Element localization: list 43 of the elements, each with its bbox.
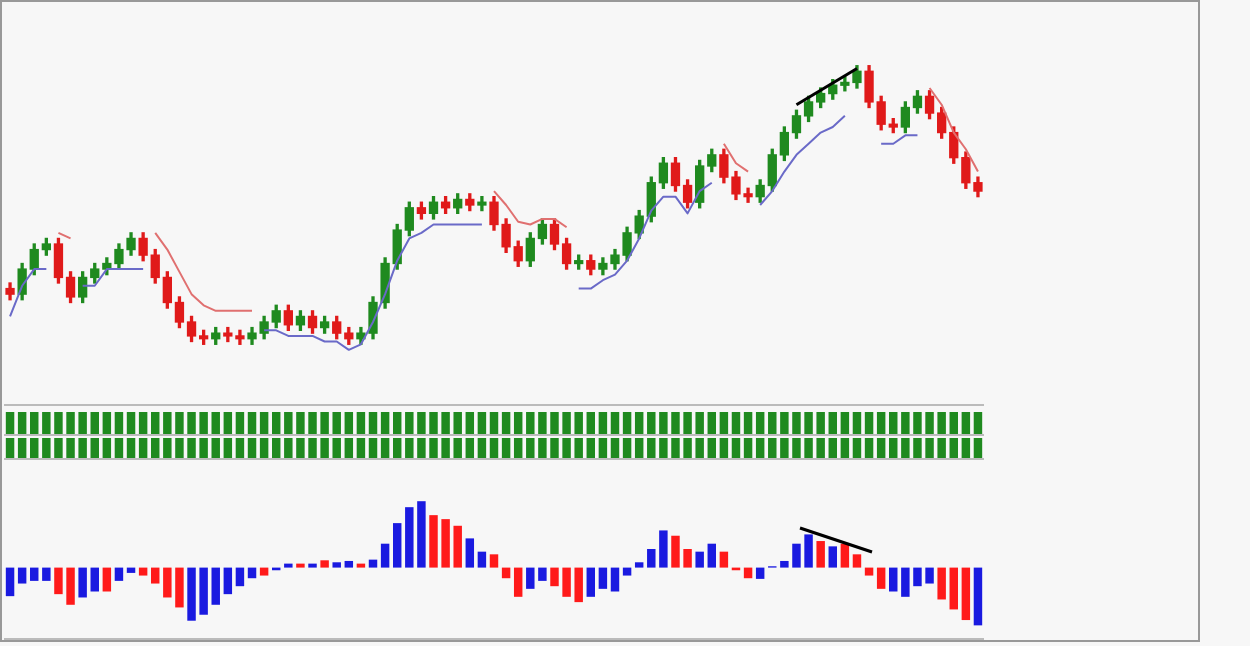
bar	[852, 554, 862, 568]
bar	[465, 538, 475, 568]
bar	[380, 543, 390, 568]
bar	[344, 560, 354, 568]
bar	[840, 543, 850, 568]
bar	[320, 560, 329, 568]
bar	[392, 523, 402, 568]
bar	[973, 567, 983, 626]
bar	[755, 567, 765, 579]
bar	[368, 559, 378, 568]
bar	[489, 554, 499, 568]
bar	[102, 567, 112, 592]
bar	[477, 551, 487, 568]
bar	[598, 567, 608, 589]
bar	[17, 567, 27, 584]
bar	[707, 543, 717, 568]
bar	[30, 567, 39, 581]
bar	[949, 567, 958, 610]
bar	[138, 567, 148, 576]
bar	[937, 567, 946, 600]
bar	[622, 567, 632, 576]
bar	[42, 567, 51, 581]
bar	[78, 567, 87, 598]
bar	[259, 567, 269, 576]
bar	[235, 567, 245, 587]
bar	[223, 567, 233, 595]
bar	[114, 567, 124, 581]
bar	[634, 562, 644, 568]
bar	[816, 541, 825, 568]
bar	[90, 567, 99, 592]
bar	[610, 567, 620, 592]
bar	[864, 567, 874, 576]
bar	[719, 551, 729, 568]
bar	[332, 562, 341, 568]
bar	[5, 567, 15, 597]
bar	[961, 567, 971, 621]
bar	[876, 567, 886, 589]
bar	[695, 551, 704, 568]
bar	[889, 567, 898, 592]
bar	[586, 567, 596, 597]
bar	[151, 567, 160, 584]
bar	[513, 567, 523, 597]
bar	[828, 546, 837, 568]
